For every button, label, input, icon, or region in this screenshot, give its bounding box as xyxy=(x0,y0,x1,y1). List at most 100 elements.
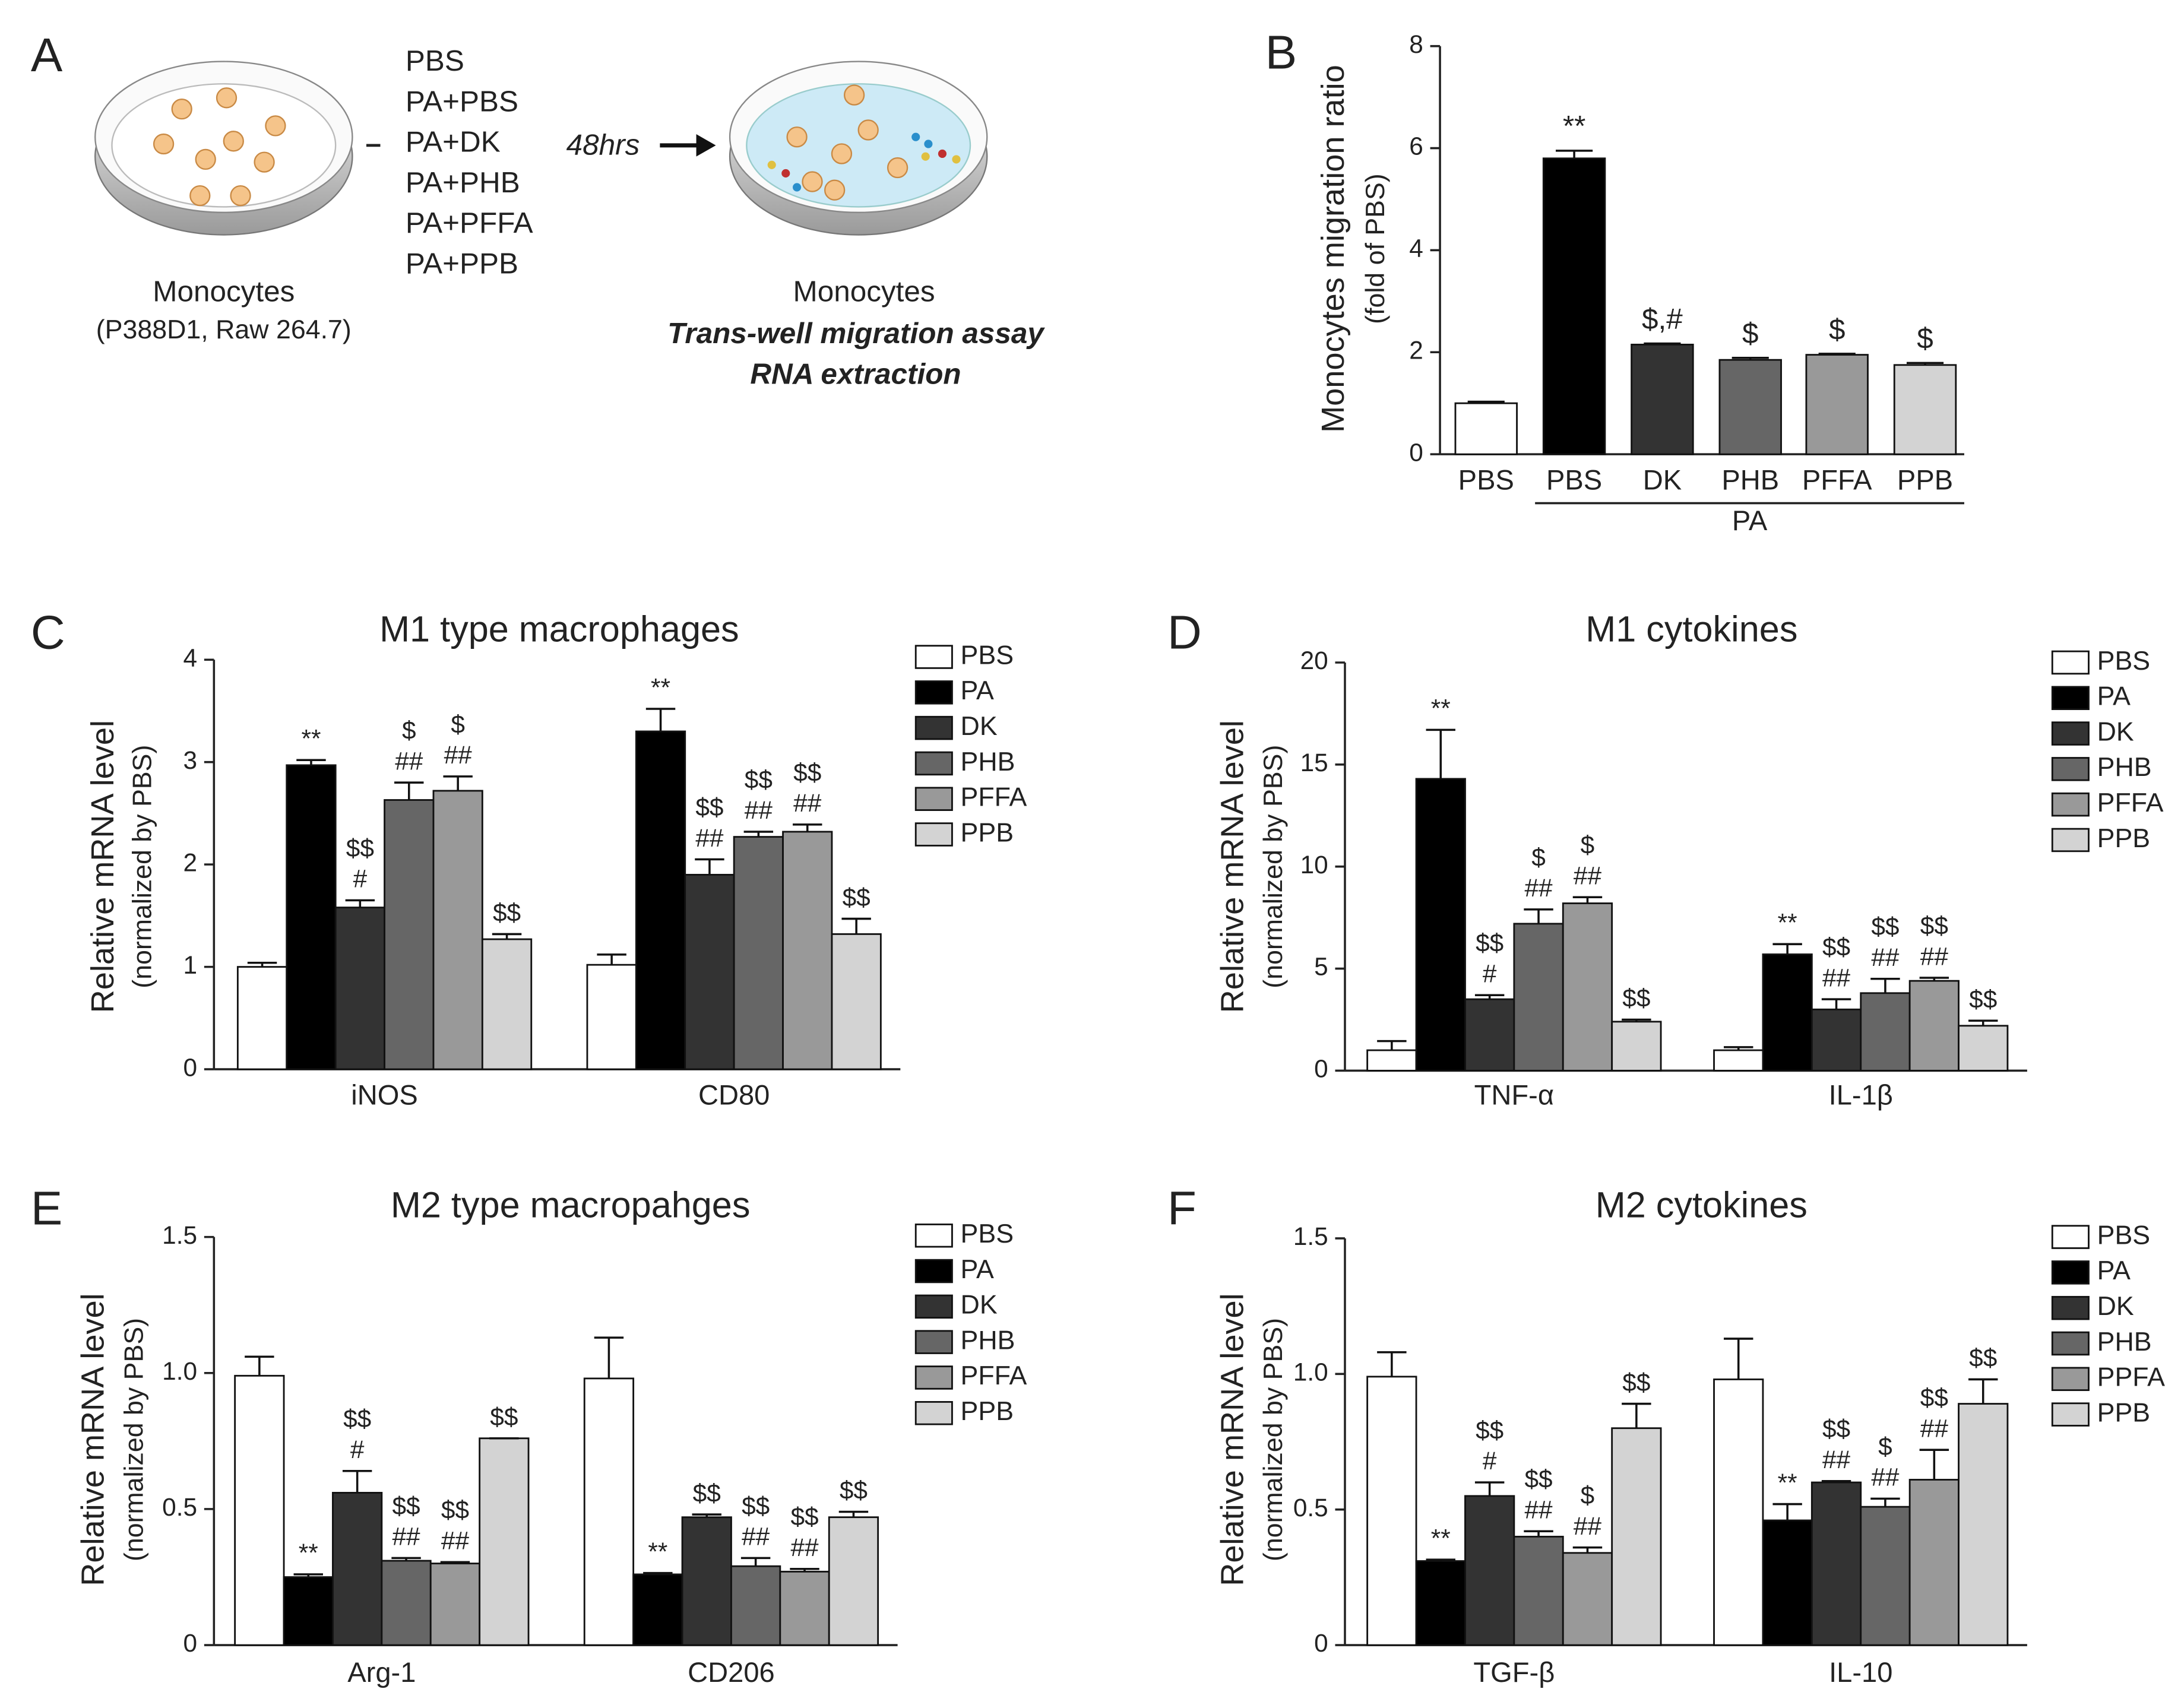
legend-label: PFFA xyxy=(2097,788,2164,817)
y-tick-label: 6 xyxy=(1409,132,1423,160)
panel-letter: B xyxy=(1265,26,1297,78)
annotation: $$ xyxy=(1525,1465,1553,1493)
annotation: $$ xyxy=(1871,912,1899,940)
annotation: ** xyxy=(1431,695,1451,723)
panel-letter: E xyxy=(31,1181,62,1234)
error-bar xyxy=(695,858,724,875)
legend-label: PHB xyxy=(961,747,1015,777)
annotation: ## xyxy=(1525,1495,1553,1523)
legend-swatch xyxy=(914,645,953,669)
error-bar xyxy=(838,1510,869,1517)
x-tick-label: CD80 xyxy=(698,1079,770,1111)
assay: Trans-well migration assay xyxy=(667,317,1045,350)
error-bar xyxy=(1572,896,1603,904)
annotation: $,# xyxy=(1642,303,1683,335)
annotation: ## xyxy=(1920,1414,1949,1442)
annotation: $ xyxy=(1917,322,1933,355)
legend-swatch xyxy=(2051,828,2090,853)
bar xyxy=(1562,902,1613,1072)
chart-title: M1 type macrophages xyxy=(379,609,739,649)
annotation: $$ xyxy=(1920,1384,1948,1412)
bar xyxy=(583,1377,635,1646)
bar xyxy=(632,1573,683,1646)
panel-letter: D xyxy=(1167,606,1202,658)
label: (P388D1, Raw 264.7) xyxy=(96,315,352,344)
error-bar xyxy=(841,917,871,934)
error-bar xyxy=(492,933,522,940)
annotation: $$ xyxy=(745,765,773,793)
annotation: $ xyxy=(1829,313,1845,346)
bar xyxy=(586,964,637,1070)
bar xyxy=(381,1560,432,1646)
error-bar xyxy=(594,1336,624,1379)
legend-swatch xyxy=(2051,1225,2090,1249)
error-bar xyxy=(1731,356,1769,360)
bar xyxy=(782,831,833,1070)
error-bar xyxy=(293,1573,323,1577)
y-tick-label: 1.0 xyxy=(162,1357,197,1385)
cell xyxy=(265,115,286,137)
annotation: $$ xyxy=(441,1496,469,1524)
bar xyxy=(684,873,735,1070)
bar xyxy=(1415,1560,1466,1646)
legend-label: PPB xyxy=(2097,824,2150,853)
bar xyxy=(1860,992,1911,1072)
error-bar xyxy=(1821,998,1851,1010)
annotation: $ xyxy=(1742,317,1759,350)
bar xyxy=(1713,1379,1764,1646)
treatment: PA+PHB xyxy=(406,166,520,199)
legend-swatch xyxy=(2051,721,2090,746)
error-bar xyxy=(1556,150,1593,159)
bar xyxy=(432,790,483,1070)
particle xyxy=(911,132,920,141)
error-bar xyxy=(1524,908,1553,924)
y-tick-label: 2 xyxy=(1409,336,1423,364)
particle xyxy=(781,169,790,178)
annotation: ## xyxy=(793,789,822,817)
particle xyxy=(767,160,776,169)
y-tick-label: 2 xyxy=(183,848,198,876)
treatment: PA+PBS xyxy=(406,85,518,118)
x-tick-label: Arg-1 xyxy=(347,1656,416,1688)
annotation: $$ xyxy=(493,899,521,927)
annotation: ## xyxy=(1574,861,1602,889)
particle xyxy=(924,140,933,148)
bar xyxy=(286,764,337,1070)
bar xyxy=(1542,157,1606,455)
cell xyxy=(857,119,879,141)
legend-label: PA xyxy=(2097,682,2131,711)
legend-swatch xyxy=(2051,1295,2090,1320)
error-bar xyxy=(1818,353,1856,355)
bar xyxy=(730,1565,781,1646)
annotation: $ xyxy=(1531,843,1546,871)
x-tick-label: PFFA xyxy=(1802,464,1872,496)
particle xyxy=(952,155,961,164)
bar xyxy=(384,799,435,1070)
cell xyxy=(153,133,175,155)
legend-swatch xyxy=(2051,1402,2090,1427)
bar xyxy=(1958,1403,2009,1646)
y-axis-label: Relative mRNA level xyxy=(75,1293,111,1586)
x-tick-label: IL-1β xyxy=(1829,1079,1893,1111)
y-tick-label: 1.5 xyxy=(162,1221,197,1249)
treatments: PBS PA+PBS PA+DK PA+PHB PA+PFFA PA+PPB xyxy=(406,45,533,280)
bar xyxy=(831,933,882,1070)
y-axis-label: Monocytes migration ratio xyxy=(1315,65,1351,433)
bar xyxy=(1415,778,1466,1072)
legend-label: PBS xyxy=(961,641,1014,670)
legend-swatch xyxy=(914,680,953,705)
annotation: ** xyxy=(1778,909,1797,937)
annotation: $ xyxy=(402,717,416,744)
treatment: PA+PFFA xyxy=(406,207,533,239)
cell xyxy=(189,185,211,207)
annotation: $$ xyxy=(1622,984,1650,1012)
x-tick-label: CD206 xyxy=(688,1656,775,1688)
annotation: ## xyxy=(1871,943,1900,971)
error-bar xyxy=(1644,342,1681,345)
annotation: $ xyxy=(1581,831,1595,859)
legend-label: PA xyxy=(2097,1256,2131,1285)
y-tick-label: 0 xyxy=(183,1053,198,1081)
legend-label: PFFA xyxy=(961,1361,1027,1390)
x-tick-label: PHB xyxy=(1721,464,1779,496)
x-tick-label: TGF-β xyxy=(1473,1656,1555,1688)
